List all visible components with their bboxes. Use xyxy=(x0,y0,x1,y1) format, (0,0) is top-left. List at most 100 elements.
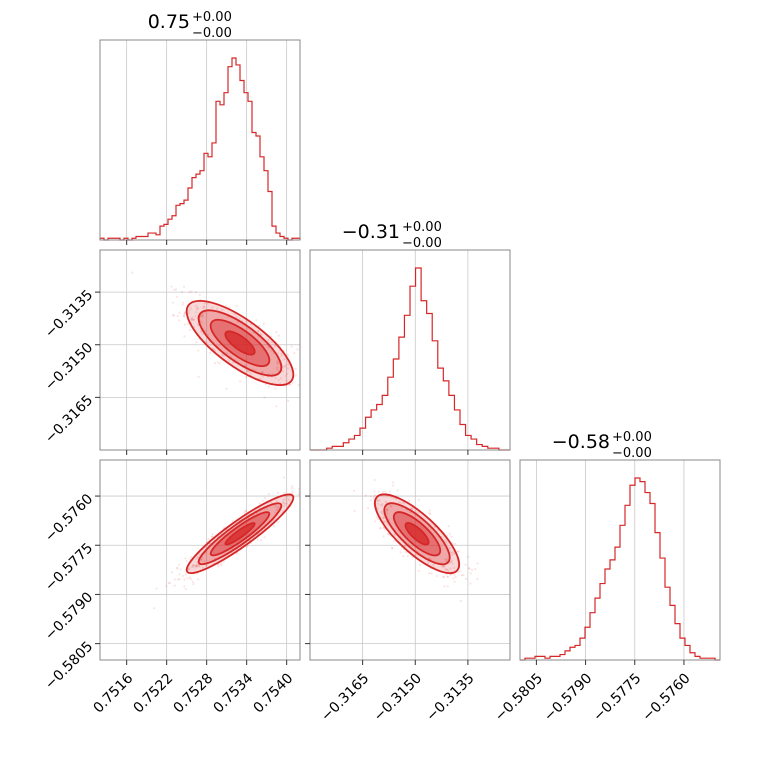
sample-point xyxy=(188,576,192,579)
sample-point xyxy=(255,319,258,322)
sample-point xyxy=(200,558,203,561)
sample-point xyxy=(261,375,264,378)
y-tick-label: −0.5805 xyxy=(42,639,96,693)
sample-point xyxy=(302,367,304,369)
sample-point xyxy=(170,571,174,574)
sample-point xyxy=(378,526,382,530)
sample-point xyxy=(261,371,264,374)
sample-point xyxy=(267,385,270,388)
sample-point xyxy=(195,564,198,567)
sample-point xyxy=(389,505,392,508)
x-tick-label: 0.7528 xyxy=(170,670,216,716)
sample-point xyxy=(419,563,422,567)
sample-point xyxy=(206,341,209,345)
x-tick-label: 0.7522 xyxy=(130,670,176,716)
sample-point xyxy=(176,567,179,570)
sample-point xyxy=(284,374,287,377)
sample-point xyxy=(238,317,241,321)
sample-point xyxy=(171,314,175,317)
sample-point xyxy=(195,311,198,314)
sample-point xyxy=(183,578,186,581)
sample-point xyxy=(386,512,389,515)
sample-point xyxy=(353,509,356,513)
sample-point xyxy=(379,527,382,530)
sample-point xyxy=(256,538,259,541)
sample-point xyxy=(187,567,190,570)
sample-point xyxy=(195,308,199,311)
sample-point xyxy=(282,502,285,505)
sample-point xyxy=(244,509,248,513)
panel-frame xyxy=(309,249,511,451)
sample-point xyxy=(284,498,287,501)
sample-point xyxy=(451,553,454,556)
sample-point xyxy=(429,558,433,561)
sample-point xyxy=(467,555,470,559)
sample-point xyxy=(200,558,204,561)
sample-point xyxy=(469,582,472,585)
sample-point xyxy=(228,306,231,309)
sample-point xyxy=(443,585,446,588)
sample-point xyxy=(373,490,376,493)
sample-point xyxy=(454,575,457,579)
sample-point xyxy=(217,565,220,568)
sample-point xyxy=(291,490,294,493)
sample-point xyxy=(183,585,186,588)
sample-point xyxy=(180,290,184,294)
param-title-sub-0: −0.00 xyxy=(192,26,232,41)
sample-point xyxy=(211,535,214,539)
x-tick-label: 0.7534 xyxy=(210,670,256,716)
sample-point xyxy=(198,553,201,557)
sample-point xyxy=(263,536,266,539)
sample-point xyxy=(447,575,450,579)
sample-point xyxy=(186,322,190,325)
sample-point xyxy=(218,362,222,365)
sample-point xyxy=(426,562,430,565)
x-tick-label: −0.5760 xyxy=(639,670,693,724)
sample-point xyxy=(187,569,190,572)
sample-point xyxy=(257,324,261,328)
sample-point xyxy=(377,490,381,493)
sample-point xyxy=(270,341,273,344)
sample-point xyxy=(207,333,210,336)
sample-point xyxy=(181,574,184,578)
sample-point xyxy=(249,371,252,375)
sample-point xyxy=(408,499,411,502)
sample-point xyxy=(467,566,471,570)
sample-point xyxy=(402,555,405,558)
sample-point xyxy=(201,315,204,318)
sample-point xyxy=(442,576,445,579)
y-tick-label: −0.5775 xyxy=(42,540,96,594)
sample-point xyxy=(296,348,299,351)
sample-point xyxy=(263,496,267,500)
sample-point xyxy=(457,570,460,573)
sample-point xyxy=(452,577,455,580)
sample-point xyxy=(282,365,285,368)
sample-point xyxy=(445,558,448,561)
sample-point xyxy=(417,569,420,572)
sample-point xyxy=(276,358,279,362)
sample-point xyxy=(449,560,452,563)
sample-point xyxy=(386,533,390,536)
sample-point xyxy=(273,525,276,528)
sample-point xyxy=(196,555,200,558)
sample-point xyxy=(202,307,205,310)
sample-point xyxy=(274,387,277,390)
panel-frame xyxy=(99,459,301,661)
sample-point xyxy=(275,405,278,408)
sample-point xyxy=(194,314,197,318)
sample-point xyxy=(429,512,432,516)
sample-point xyxy=(384,500,387,503)
sample-point xyxy=(433,525,436,528)
sample-point xyxy=(191,318,194,321)
sample-point xyxy=(453,566,456,569)
sample-point xyxy=(447,525,450,528)
panel-content xyxy=(310,460,510,660)
sample-point xyxy=(287,399,290,402)
sample-point xyxy=(432,563,435,567)
sample-point xyxy=(405,551,408,554)
sample-point xyxy=(179,568,182,571)
x-tick-label: 0.7516 xyxy=(90,670,136,716)
sample-point xyxy=(386,508,389,511)
sample-point xyxy=(188,291,191,294)
sample-point xyxy=(202,305,205,308)
